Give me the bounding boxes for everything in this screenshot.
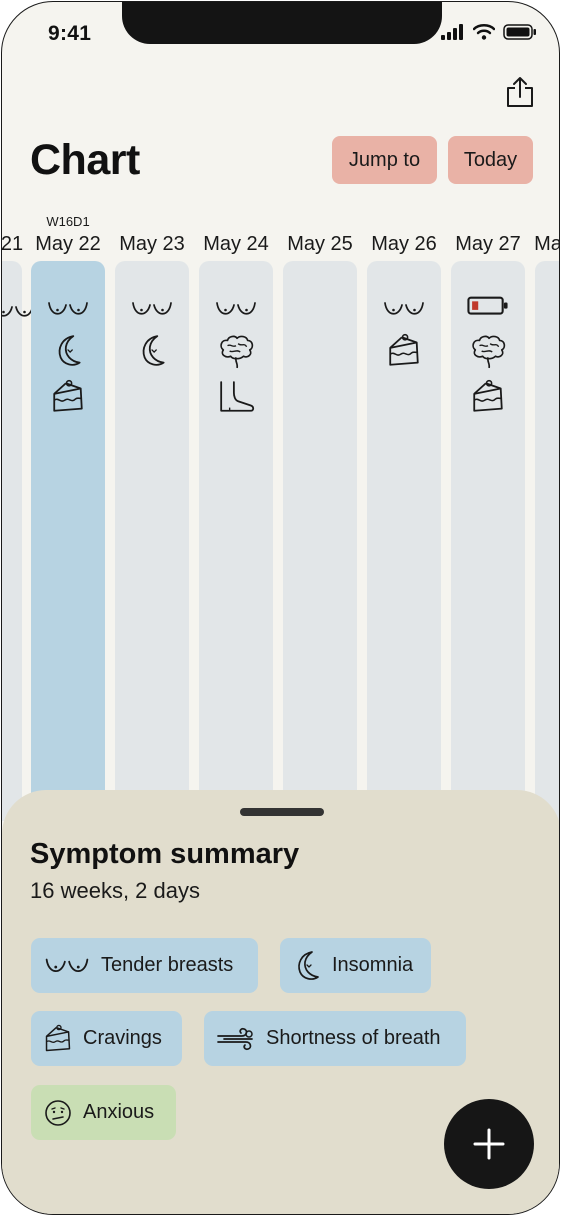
cellular-signal-icon: [441, 24, 463, 40]
jump-to-button[interactable]: Jump to: [332, 136, 437, 184]
day-column[interactable]: [451, 261, 525, 821]
wifi-icon: [473, 24, 495, 40]
wind-icon: [216, 1026, 256, 1052]
page-title: Chart: [30, 136, 140, 184]
date-label[interactable]: May 25: [287, 233, 353, 255]
summary-subtitle: 16 weeks, 2 days: [30, 878, 200, 903]
day-column-selected[interactable]: [31, 261, 105, 821]
chip-label: Cravings: [83, 1027, 162, 1049]
tender-breasts-icon: [382, 291, 426, 327]
foot-icon: [214, 379, 258, 415]
moon-icon: [292, 949, 322, 983]
moon-icon: [46, 333, 90, 369]
status-time: 9:41: [48, 22, 92, 45]
tender-breasts-icon: [214, 291, 258, 327]
day-column[interactable]: [115, 261, 189, 821]
tender-breasts-icon: [46, 291, 90, 327]
cake-icon: [46, 379, 90, 415]
chip-label: Shortness of breath: [266, 1027, 441, 1049]
day-column[interactable]: [2, 261, 22, 821]
tender-breasts-icon: [43, 951, 91, 981]
chip-label: Anxious: [83, 1101, 155, 1123]
date-row: W16D1 21 May 22 May 23 May 24 May 25 May…: [2, 212, 559, 255]
plus-icon: [473, 1128, 505, 1160]
day-column[interactable]: [283, 261, 357, 821]
date-label[interactable]: 21: [1, 233, 24, 255]
mood-chip-anxious[interactable]: Anxious: [31, 1085, 176, 1140]
anxious-face-icon: [43, 1098, 73, 1128]
brain-icon: [466, 333, 510, 369]
date-label[interactable]: May 23: [119, 233, 185, 255]
brain-icon: [214, 333, 258, 369]
add-button[interactable]: [444, 1099, 534, 1189]
symptom-chip-cravings[interactable]: Cravings: [31, 1011, 182, 1066]
chip-label: Tender breasts: [101, 954, 234, 976]
battery-icon: [503, 24, 536, 40]
cake-icon: [43, 1023, 73, 1055]
symptom-chip-tender-breasts[interactable]: Tender breasts: [31, 938, 258, 993]
day-column[interactable]: [199, 261, 273, 821]
tender-breasts-icon: [130, 291, 174, 327]
date-label[interactable]: Ma: [534, 233, 560, 255]
cake-icon: [382, 333, 426, 369]
drag-handle[interactable]: [240, 808, 324, 816]
day-column[interactable]: [367, 261, 441, 821]
date-label[interactable]: May 26: [371, 233, 437, 255]
day-column[interactable]: [535, 261, 559, 821]
battery-low-icon: [466, 291, 510, 319]
symptom-chip-shortness-of-breath[interactable]: Shortness of breath: [204, 1011, 466, 1066]
date-label[interactable]: May 27: [455, 233, 521, 255]
moon-icon: [130, 333, 174, 369]
date-label[interactable]: May 24: [203, 233, 269, 255]
symptom-summary-sheet[interactable]: Symptom summary 16 weeks, 2 days Tender …: [2, 790, 559, 1214]
cake-icon: [466, 379, 510, 415]
week-tag: W16D1: [46, 214, 90, 229]
date-label[interactable]: May 22: [35, 233, 101, 255]
status-icons: [441, 24, 537, 40]
summary-title: Symptom summary: [30, 838, 300, 870]
notch: [122, 2, 442, 44]
symptom-chip-insomnia[interactable]: Insomnia: [280, 938, 431, 993]
today-button[interactable]: Today: [448, 136, 533, 184]
chip-label: Insomnia: [332, 954, 414, 976]
share-icon[interactable]: [505, 76, 535, 108]
